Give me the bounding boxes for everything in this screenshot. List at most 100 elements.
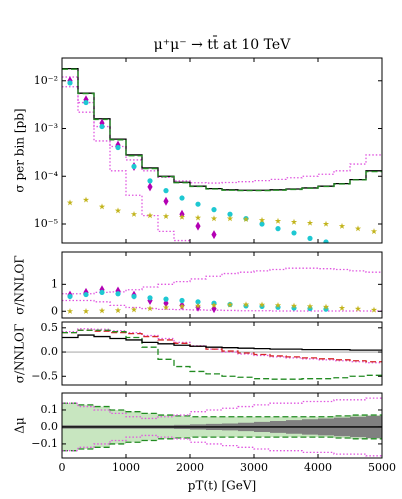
marker — [354, 305, 362, 312]
marker — [162, 212, 170, 219]
step-line — [62, 329, 382, 363]
marker — [242, 216, 250, 223]
marker — [114, 207, 122, 214]
marker — [179, 297, 185, 304]
marker — [179, 195, 185, 201]
marker — [99, 123, 105, 130]
step-line — [62, 68, 382, 192]
marker — [322, 303, 330, 310]
x-axis-label: pT(t) [GeV] — [188, 479, 256, 493]
marker — [178, 303, 186, 310]
y-tick-label: 0.5 — [41, 321, 59, 334]
y-tick-label: 10⁻² — [34, 74, 58, 87]
y-tick-label: 10⁻³ — [34, 122, 58, 135]
marker — [82, 307, 90, 314]
marker — [99, 285, 105, 295]
step-line — [62, 86, 191, 243]
marker — [274, 217, 282, 224]
marker — [211, 207, 217, 213]
marker — [370, 228, 378, 235]
y-tick-label: 0 — [51, 304, 58, 317]
marker — [307, 235, 313, 241]
marker — [290, 218, 298, 225]
marker — [242, 301, 250, 308]
x-tick-label: 5000 — [368, 461, 396, 474]
marker — [99, 118, 105, 128]
marker — [131, 293, 137, 300]
marker — [210, 215, 218, 222]
step-line — [62, 434, 382, 457]
marker — [178, 213, 186, 220]
marker — [258, 216, 266, 223]
y-axis-label: σ/NNLOΓ — [13, 324, 27, 383]
step-line — [62, 76, 382, 184]
axes-frame — [61, 321, 383, 386]
y-tick-label: −0.5 — [31, 369, 58, 382]
y-tick-label: −0.1 — [31, 437, 58, 450]
marker — [211, 230, 217, 240]
step-line — [62, 397, 382, 420]
marker — [354, 225, 362, 232]
marker — [195, 299, 201, 305]
x-tick-label: 4000 — [304, 461, 332, 474]
marker — [130, 210, 138, 217]
marker — [163, 296, 169, 302]
marker — [210, 302, 218, 309]
marker — [66, 307, 74, 314]
marker — [83, 99, 89, 106]
marker — [99, 289, 105, 296]
plot-area — [62, 328, 382, 380]
x-tick-label: 2000 — [176, 461, 204, 474]
marker — [147, 178, 153, 184]
marker — [194, 302, 202, 309]
marker — [306, 219, 314, 226]
marker — [259, 221, 265, 227]
plot-area — [62, 397, 382, 457]
marker — [163, 196, 169, 206]
marker — [291, 230, 297, 236]
marker — [146, 212, 154, 219]
marker — [195, 201, 201, 207]
marker — [258, 301, 266, 308]
plot-area — [62, 67, 382, 243]
plot-area — [62, 267, 382, 314]
step-line — [62, 329, 382, 380]
marker — [130, 306, 138, 313]
marker — [226, 215, 234, 222]
axes-frame — [61, 251, 383, 319]
marker — [162, 304, 170, 311]
marker — [195, 221, 201, 231]
marker — [322, 220, 330, 227]
y-tick-label: 10⁻⁴ — [34, 169, 59, 182]
y-axis-label: σ per bin [pb] — [13, 108, 27, 192]
y-axis-label: σ/NNLOΓ — [13, 255, 27, 314]
x-tick-label: 3000 — [240, 461, 268, 474]
y-axis-label: Δμ — [13, 417, 27, 434]
marker — [338, 222, 346, 229]
marker — [83, 95, 89, 105]
marker — [306, 303, 314, 310]
marker — [146, 305, 154, 312]
marker — [82, 196, 90, 203]
y-tick-label: 1 — [51, 277, 58, 290]
step-line — [62, 299, 382, 312]
band-edge — [62, 436, 382, 452]
marker — [115, 144, 121, 151]
step-line — [62, 334, 382, 351]
marker — [147, 295, 153, 301]
marker — [274, 302, 282, 309]
x-tick-label: 1000 — [112, 461, 140, 474]
step-line — [62, 328, 382, 364]
marker — [163, 188, 169, 194]
marker — [147, 182, 153, 192]
marker — [98, 203, 106, 210]
marker — [275, 304, 281, 310]
marker — [275, 226, 281, 232]
marker — [227, 211, 233, 217]
chart-title: μ⁺μ⁻ → tt̄ at 10 TeV — [154, 35, 292, 53]
y-tick-label: 0.0 — [41, 345, 59, 358]
step-line — [62, 267, 382, 295]
x-tick-label: 0 — [59, 461, 66, 474]
marker — [131, 163, 137, 170]
